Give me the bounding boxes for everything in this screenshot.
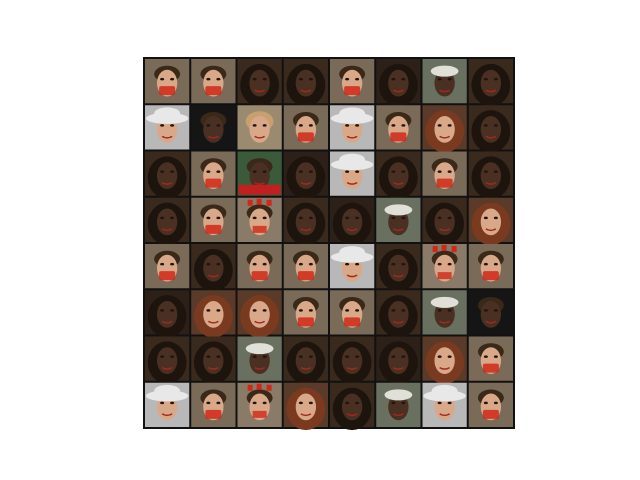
face-tile	[330, 382, 375, 431]
face-tile	[145, 197, 190, 246]
face-tile	[237, 336, 282, 381]
face-tile	[330, 105, 375, 150]
face-tile	[422, 151, 467, 196]
face-tile	[237, 151, 282, 196]
face-tile	[330, 336, 375, 384]
face-tile	[376, 105, 421, 150]
face-tile	[237, 197, 282, 242]
face-tile	[468, 244, 513, 289]
face-tile	[376, 151, 421, 199]
face-tile	[468, 336, 513, 381]
face-tile	[145, 244, 190, 289]
face-tile	[237, 382, 282, 427]
face-tile	[283, 151, 328, 199]
face-tile	[145, 382, 190, 427]
face-tile	[468, 59, 513, 107]
face-tile	[145, 336, 190, 384]
face-tile	[283, 244, 328, 289]
face-tile	[145, 105, 190, 150]
face-tile	[283, 105, 328, 150]
face-tile	[376, 59, 421, 107]
face-tile	[145, 290, 190, 338]
face-tile	[237, 105, 282, 150]
face-tile	[330, 197, 375, 246]
face-tile	[330, 151, 375, 196]
face-tile	[468, 105, 513, 153]
face-tile	[376, 290, 421, 338]
face-tile	[191, 197, 236, 242]
face-tile	[145, 59, 190, 104]
face-tile	[237, 290, 282, 338]
face-tile	[191, 244, 236, 292]
face-tile	[468, 151, 513, 199]
face-tile	[422, 244, 467, 289]
face-tile	[330, 290, 375, 335]
face-tile	[283, 336, 328, 384]
face-tile	[376, 244, 421, 292]
face-tile	[376, 382, 421, 427]
face-tile	[145, 151, 190, 199]
face-tile	[237, 59, 282, 107]
face-tile	[468, 382, 513, 427]
face-tile	[330, 59, 375, 104]
face-tile	[376, 197, 421, 242]
face-tile	[330, 244, 375, 289]
face-tile	[468, 290, 513, 335]
face-tile	[191, 151, 236, 196]
face-tile	[191, 382, 236, 427]
face-tile	[468, 197, 513, 246]
face-tile	[422, 336, 467, 384]
face-tile	[191, 290, 236, 338]
face-tile	[422, 290, 467, 335]
face-tile	[422, 382, 467, 427]
face-tile	[191, 105, 236, 150]
face-tile	[283, 382, 328, 431]
face-tile	[422, 59, 467, 104]
face-tile	[283, 197, 328, 246]
face-tile	[283, 290, 328, 335]
face-tile	[237, 244, 282, 289]
face-tile	[191, 336, 236, 384]
face-tile	[191, 59, 236, 104]
face-tile	[422, 105, 467, 153]
face-tile	[283, 59, 328, 107]
face-tile	[422, 197, 467, 246]
face-tile	[376, 336, 421, 384]
